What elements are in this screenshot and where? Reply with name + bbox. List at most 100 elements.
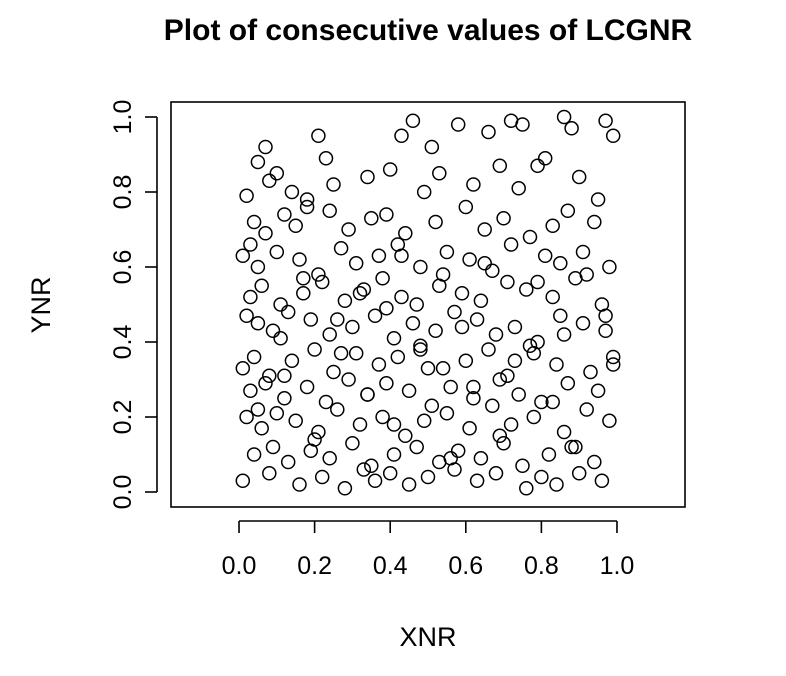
data-point <box>265 439 281 455</box>
data-points <box>235 109 621 496</box>
data-point <box>545 289 560 305</box>
data-point <box>564 121 579 136</box>
data-point <box>254 421 269 436</box>
data-point <box>246 447 262 462</box>
data-point <box>485 263 500 279</box>
data-point <box>571 466 587 481</box>
data-point <box>326 364 341 380</box>
x-tick-label: 0.6 <box>448 552 483 580</box>
data-point <box>526 346 542 361</box>
data-point <box>394 289 409 305</box>
data-point <box>235 473 251 489</box>
data-point <box>522 229 538 245</box>
data-point <box>519 282 534 297</box>
data-point <box>496 211 511 226</box>
data-point <box>280 454 296 470</box>
data-point <box>296 271 311 286</box>
data-point <box>250 259 266 275</box>
data-point <box>590 192 606 207</box>
data-point <box>477 222 492 237</box>
data-point <box>556 424 572 440</box>
data-point <box>379 301 394 316</box>
data-point <box>254 278 269 294</box>
data-point <box>360 169 375 185</box>
data-point <box>333 346 349 361</box>
data-point <box>246 349 262 365</box>
data-point <box>345 436 360 451</box>
data-point <box>450 443 466 459</box>
data-point <box>534 394 549 410</box>
data-point <box>496 436 511 451</box>
data-point <box>262 173 277 189</box>
data-point <box>602 413 617 429</box>
data-point <box>356 462 372 477</box>
data-point <box>326 177 341 192</box>
data-point <box>299 199 315 215</box>
data-point <box>560 376 576 391</box>
data-point <box>511 387 526 402</box>
data-point <box>568 271 583 286</box>
data-point <box>435 267 451 282</box>
y-tick-label: 0.4 <box>109 325 137 360</box>
data-point <box>379 207 394 222</box>
data-point <box>356 282 372 297</box>
data-point <box>537 151 553 166</box>
y-tick-label: 0.2 <box>109 400 137 435</box>
data-point <box>398 226 413 241</box>
data-point <box>345 319 360 335</box>
data-point <box>401 477 417 492</box>
data-point <box>473 451 489 466</box>
data-point <box>568 439 583 455</box>
data-point <box>322 451 337 466</box>
data-point <box>458 199 474 215</box>
data-point <box>553 308 568 324</box>
data-point <box>277 391 292 406</box>
data-point <box>511 181 526 196</box>
data-point <box>598 113 613 129</box>
y-axis: 0.0 0.2 0.4 0.6 0.8 1.0 <box>109 100 158 509</box>
data-point <box>288 413 303 429</box>
data-point <box>488 466 504 481</box>
data-point <box>515 117 530 132</box>
data-point <box>299 192 315 207</box>
data-point <box>401 383 417 399</box>
data-point <box>443 451 458 466</box>
data-point <box>450 117 466 132</box>
data-point <box>564 439 579 455</box>
data-point <box>348 346 364 361</box>
data-point <box>375 409 390 425</box>
data-point <box>322 327 337 342</box>
data-point <box>522 338 538 354</box>
data-point <box>262 466 277 481</box>
data-point <box>352 417 368 432</box>
data-point <box>424 398 440 414</box>
data-point <box>602 259 617 275</box>
data-point <box>398 428 413 444</box>
data-point <box>318 394 334 410</box>
data-point <box>394 248 409 264</box>
x-axis-label: XNR <box>399 622 456 652</box>
data-point <box>488 327 504 342</box>
data-point <box>235 361 251 376</box>
data-point <box>352 286 368 301</box>
data-point <box>311 128 326 144</box>
data-point <box>292 477 307 492</box>
data-point <box>258 139 273 155</box>
data-point <box>314 274 330 290</box>
data-point <box>277 207 292 222</box>
data-point <box>409 297 424 312</box>
data-point <box>485 398 500 414</box>
data-point <box>534 469 549 485</box>
data-point <box>481 342 496 357</box>
data-point <box>458 353 474 369</box>
data-point <box>454 319 470 335</box>
plot-area-frame <box>170 101 686 508</box>
data-point <box>405 113 421 129</box>
data-point <box>583 364 598 380</box>
data-point <box>250 154 266 170</box>
data-point <box>311 267 326 282</box>
data-point <box>239 308 254 324</box>
data-point <box>549 477 564 492</box>
data-point <box>258 226 273 241</box>
